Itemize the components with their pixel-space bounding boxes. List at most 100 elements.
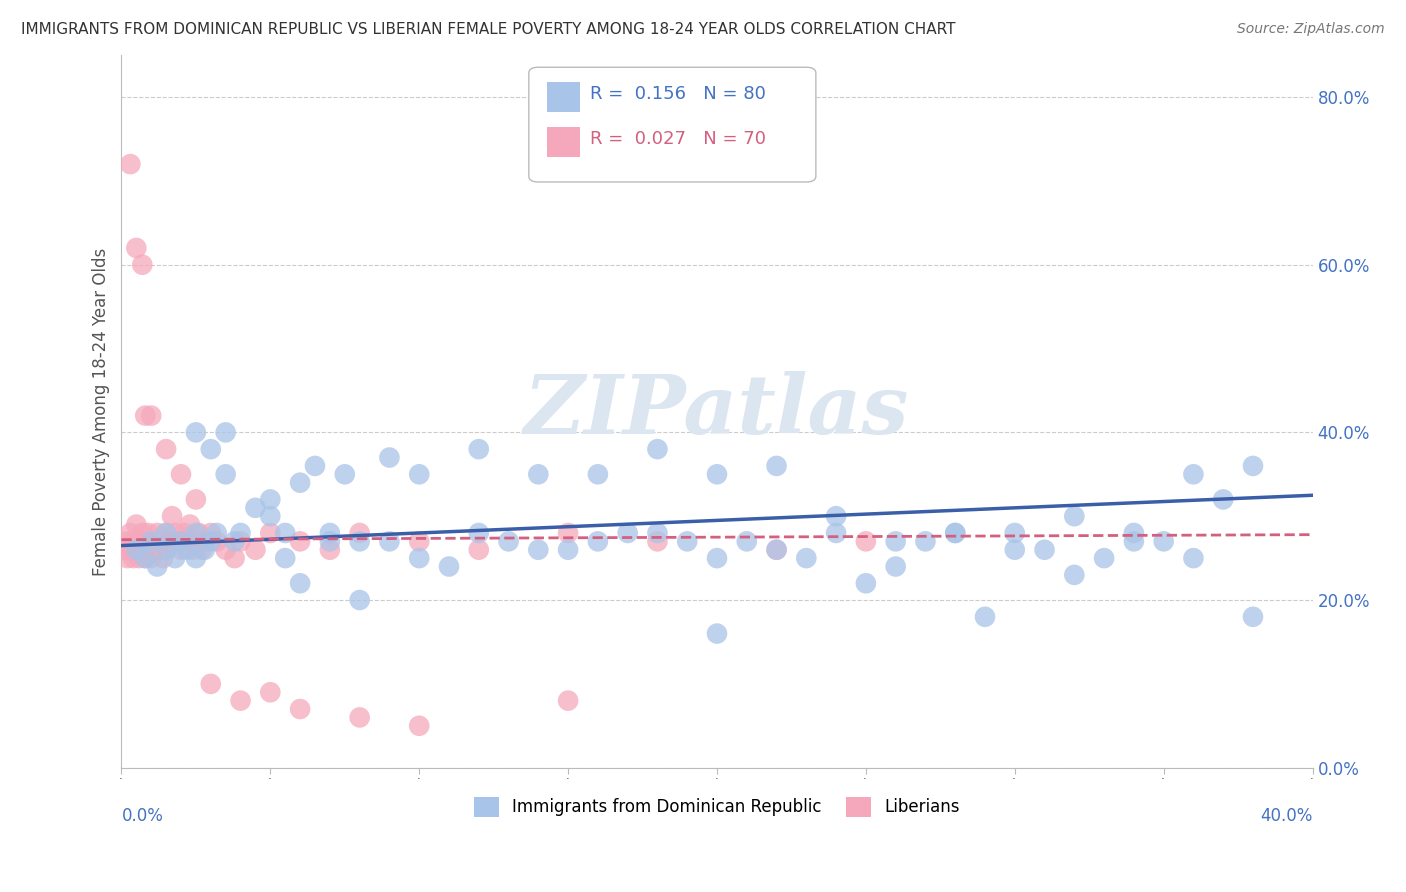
Point [170,467,193,482]
Point [184,534,207,549]
Point [1122,526,1144,541]
Point [205,534,228,549]
Point [288,576,311,591]
Point [146,542,169,557]
Text: IMMIGRANTS FROM DOMINICAN REPUBLIC VS LIBERIAN FEMALE POVERTY AMONG 18-24 YEAR O: IMMIGRANTS FROM DOMINICAN REPUBLIC VS LI… [21,22,956,37]
Point [647,534,669,549]
Point [160,509,183,524]
Point [131,542,153,557]
Point [191,542,214,557]
Point [1004,542,1026,557]
Point [274,551,297,566]
Point [274,526,297,541]
Point [215,467,238,482]
Point [349,710,371,724]
Point [408,551,430,566]
Point [259,509,281,524]
Point [134,551,156,566]
Point [184,551,207,566]
Point [163,526,186,541]
Point [557,526,579,541]
Point [825,526,848,541]
Point [125,517,148,532]
Point [914,534,936,549]
Legend: Immigrants from Dominican Republic, Liberians: Immigrants from Dominican Republic, Libe… [467,789,967,823]
Point [194,542,217,557]
Point [647,442,669,457]
Point [117,534,139,549]
Point [349,526,371,541]
Point [765,458,787,473]
Point [437,559,460,574]
Text: R =  0.156   N = 80: R = 0.156 N = 80 [589,86,765,103]
Point [288,475,311,490]
Point [120,157,142,171]
Point [184,492,207,507]
Point [1182,551,1205,566]
Point [120,526,142,541]
Point [794,551,817,566]
Text: R =  0.027   N = 70: R = 0.027 N = 70 [589,130,765,148]
Point [187,526,209,541]
Point [1241,458,1264,473]
Point [155,542,177,557]
Point [146,559,169,574]
Point [616,526,638,541]
Point [1212,492,1234,507]
Text: 0.0%: 0.0% [121,807,163,825]
FancyBboxPatch shape [547,82,581,112]
Point [155,526,177,541]
Point [167,534,190,549]
Point [245,542,267,557]
Point [706,626,728,640]
Point [647,526,669,541]
Point [155,526,177,541]
Point [855,576,877,591]
Point [215,425,238,440]
Point [200,534,222,549]
Point [155,542,177,557]
Point [1122,534,1144,549]
Point [855,534,877,549]
FancyBboxPatch shape [547,127,581,157]
Point [1063,567,1085,582]
Text: ZIPatlas: ZIPatlas [524,371,910,451]
Point [229,534,252,549]
Point [825,509,848,524]
Point [224,534,246,549]
Point [184,526,207,541]
Y-axis label: Female Poverty Among 18-24 Year Olds: Female Poverty Among 18-24 Year Olds [93,247,110,575]
Point [1182,467,1205,482]
Point [224,551,246,566]
Point [146,526,169,541]
Point [176,542,198,557]
Point [136,526,159,541]
Point [155,442,177,457]
Point [943,526,966,541]
Point [765,542,787,557]
Point [468,526,491,541]
Point [141,534,163,549]
Point [143,542,166,557]
Point [586,534,609,549]
Point [141,551,163,566]
Point [128,551,150,566]
Point [1153,534,1175,549]
Point [131,526,153,541]
Point [943,526,966,541]
Point [884,534,907,549]
Point [378,534,401,549]
Point [1241,609,1264,624]
Point [176,534,198,549]
Point [408,467,430,482]
Point [288,702,311,716]
Point [527,542,550,557]
Point [173,526,195,541]
FancyBboxPatch shape [529,67,815,182]
Point [1092,551,1115,566]
Text: Source: ZipAtlas.com: Source: ZipAtlas.com [1237,22,1385,37]
Point [765,542,787,557]
Point [215,542,238,557]
Point [122,551,145,566]
Point [125,542,148,557]
